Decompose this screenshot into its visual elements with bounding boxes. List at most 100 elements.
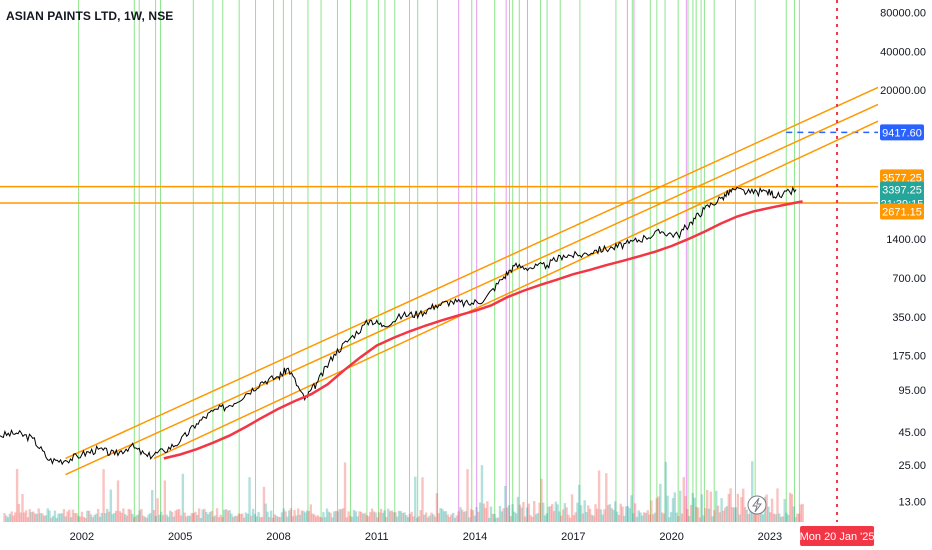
volume-bar	[185, 516, 188, 522]
volume-bar	[388, 511, 392, 522]
volume-bar	[314, 516, 318, 522]
volume-bar	[507, 505, 511, 522]
volume-bar	[482, 503, 485, 522]
volume-bar	[551, 504, 554, 522]
volume-bar	[80, 511, 84, 522]
volume-bar	[689, 504, 693, 522]
volume-bar	[682, 477, 685, 522]
volume-bar	[23, 512, 26, 522]
volume-bar	[33, 513, 37, 522]
volume-bar	[677, 516, 680, 522]
resistance-price-tag-text: 3577.25	[882, 172, 922, 184]
volume-bar	[669, 512, 673, 522]
volume-bar	[12, 515, 15, 522]
volume-bar	[462, 511, 466, 522]
volume-bar	[706, 489, 709, 522]
volume-bar	[480, 465, 484, 522]
x-tick-label: 2002	[70, 531, 94, 543]
y-axis[interactable]: 80000.00 40000.00 20000.00 1400.00 700.00 350…	[878, 0, 932, 550]
volume-bar	[781, 516, 785, 522]
volume-bar	[751, 461, 754, 522]
volume-bar	[724, 507, 727, 522]
volume-bar	[624, 506, 628, 522]
volume-bar	[313, 514, 316, 522]
volume-bar	[450, 514, 453, 522]
volume-bar	[743, 507, 747, 522]
volume-bar	[296, 508, 300, 522]
lightning-icon[interactable]	[747, 495, 767, 515]
volume-bar	[725, 506, 729, 522]
volume-bar	[75, 513, 78, 522]
volume-bar	[316, 515, 320, 522]
volume-bar	[574, 512, 577, 522]
volume-bar	[187, 515, 190, 522]
volume-bar	[196, 514, 199, 522]
volume-bar	[300, 510, 303, 522]
volume-bar	[324, 517, 327, 522]
volume-bar	[127, 508, 131, 522]
volume-bar	[765, 494, 768, 522]
volume-bar	[192, 513, 195, 522]
volume-bar	[363, 512, 367, 522]
volume-bar	[651, 514, 655, 522]
volume-bar	[206, 514, 210, 522]
volume-bar	[451, 512, 455, 522]
volume-bar	[246, 513, 249, 522]
volume-bar	[35, 513, 39, 522]
volume-bar	[493, 514, 496, 522]
volume-bar	[646, 510, 649, 522]
volume-bar	[86, 510, 89, 522]
volume-bar	[610, 508, 613, 522]
volume-bar	[396, 516, 399, 522]
x-axis-background	[0, 522, 932, 550]
volume-bar	[626, 506, 630, 522]
volume-bar	[760, 509, 763, 522]
volume-bar	[518, 504, 522, 522]
volume-bar	[785, 512, 788, 522]
volume-bar	[305, 510, 309, 522]
volume-bar	[527, 503, 531, 522]
volume-bar	[122, 508, 125, 522]
x-axis[interactable]: 2002 2005 2008 2011 2014 2017 2020 2023	[0, 522, 932, 550]
volume-bar	[311, 513, 314, 522]
volume-bar	[606, 505, 610, 522]
volume-bar	[500, 511, 503, 522]
volume-bar	[136, 514, 140, 522]
volume-bar	[648, 514, 651, 522]
volume-bar	[711, 516, 714, 522]
volume-bar	[655, 498, 658, 522]
volume-bar	[531, 516, 534, 522]
channel-line	[65, 86, 879, 460]
volume-bar	[351, 516, 354, 522]
volume-bar	[149, 513, 152, 522]
volume-bar	[30, 511, 33, 522]
volume-bar	[181, 473, 185, 522]
target-price-tag-text: 9417.60	[882, 127, 922, 139]
volume-bar	[796, 513, 799, 522]
volume-bar	[729, 488, 732, 522]
volume-bar	[783, 499, 786, 522]
volume-bar	[457, 511, 460, 522]
volume-bar	[608, 504, 612, 522]
volume-bar	[345, 517, 349, 522]
volume-bar	[579, 505, 583, 522]
trend-channel-layer	[65, 86, 879, 476]
volume-bar	[424, 512, 428, 522]
volume-bar	[522, 501, 525, 522]
volume-bar	[178, 509, 181, 522]
volume-bar	[525, 507, 529, 522]
volume-bar	[26, 517, 30, 522]
volume-bar	[143, 516, 147, 522]
volume-bar	[390, 510, 394, 522]
volume-bar	[403, 512, 406, 522]
volume-bar	[650, 500, 653, 522]
volume-bar	[271, 517, 275, 522]
volume-bar	[147, 514, 150, 522]
volume-bar	[219, 514, 222, 522]
volume-bar	[659, 483, 662, 522]
volume-bar	[691, 492, 694, 522]
volume-bar	[486, 501, 489, 522]
volume-bar	[572, 515, 576, 522]
volume-bar	[749, 507, 752, 522]
